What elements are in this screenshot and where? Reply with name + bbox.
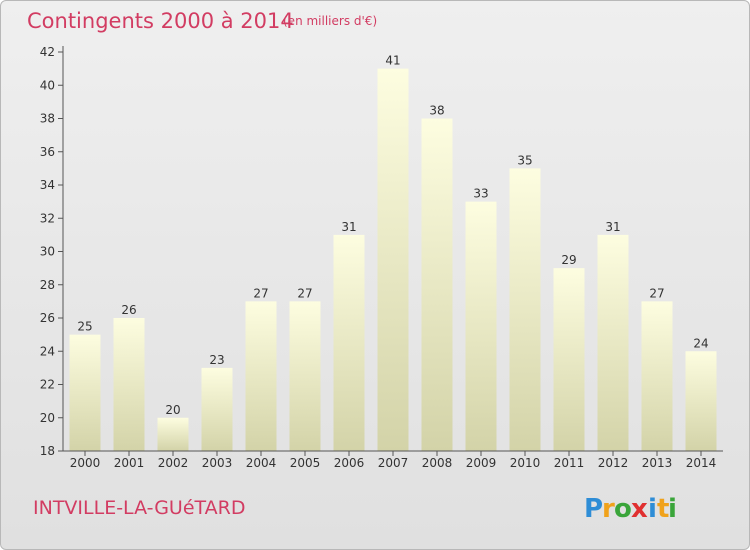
y-tick-label: 32 <box>40 211 55 225</box>
logo-letter: x <box>631 494 648 524</box>
x-axis: 2000 2001 2002 2003 2004 2005 2006 2007 2008 2009… <box>63 450 723 470</box>
bar-value-label: 20 <box>165 403 180 417</box>
x-tick-label: 2004 <box>246 456 277 470</box>
bar-2006 <box>333 234 365 451</box>
bar-value-label: 31 <box>605 220 620 234</box>
chart-title: Contingents 2000 à 2014 <box>27 9 294 33</box>
y-tick-label: 40 <box>40 78 55 92</box>
bar-value-label: 41 <box>385 54 400 68</box>
bar-2011 <box>553 268 585 451</box>
x-tick-label: 2010 <box>510 456 541 470</box>
bar-value-label: 23 <box>209 353 224 367</box>
x-tick-label: 2006 <box>334 456 365 470</box>
bar-2004 <box>245 301 277 451</box>
logo-letter: i <box>648 494 657 524</box>
bar-value-label: 26 <box>121 303 136 317</box>
x-tick-label: 2014 <box>686 456 717 470</box>
bar-value-label: 27 <box>297 286 312 300</box>
logo-letter: i <box>668 494 677 524</box>
y-tick-label: 26 <box>40 311 55 325</box>
y-axis: 18 20 22 24 26 28 30 32 34 36 38 40 42 <box>40 45 64 458</box>
bar-value-label: 27 <box>253 286 268 300</box>
bar-2003 <box>201 367 233 451</box>
bar-value-label: 29 <box>561 253 576 267</box>
bar-2007 <box>377 68 409 451</box>
y-tick-label: 22 <box>40 378 55 392</box>
x-tick-label: 2000 <box>70 456 101 470</box>
y-tick-label: 20 <box>40 411 55 425</box>
bar-2009 <box>465 201 497 451</box>
x-tick-label: 2013 <box>642 456 673 470</box>
proxiti-logo: Pr o x i ti <box>584 494 677 524</box>
bar-value-label: 27 <box>649 286 664 300</box>
bar-2002 <box>157 417 189 451</box>
bar-2001 <box>113 318 145 451</box>
chart-subtitle: (en milliers d'€) <box>283 14 377 28</box>
x-tick-label: 2011 <box>554 456 585 470</box>
bar-value-label: 24 <box>693 336 708 350</box>
y-tick-label: 28 <box>40 278 55 292</box>
bar-value-label: 25 <box>77 320 92 334</box>
y-tick-label: 42 <box>40 45 55 59</box>
bar-2012 <box>597 234 629 451</box>
x-tick-label: 2005 <box>290 456 321 470</box>
bar-value-label: 38 <box>429 104 444 118</box>
x-tick-label: 2003 <box>202 456 233 470</box>
x-tick-label: 2002 <box>158 456 189 470</box>
y-tick-label: 36 <box>40 145 55 159</box>
bars: 25 26 20 23 27 27 31 41 38 33 35 29 31 27 24 <box>69 54 717 451</box>
y-tick-label: 30 <box>40 245 55 259</box>
bar-value-label: 35 <box>517 153 532 167</box>
bar-2010 <box>509 168 541 451</box>
bar-2013 <box>641 301 673 451</box>
y-tick-label: 38 <box>40 112 55 126</box>
bar-value-label: 31 <box>341 220 356 234</box>
logo-letter: t <box>657 494 669 524</box>
bar-2014 <box>685 351 717 451</box>
bar-2005 <box>289 301 321 451</box>
y-tick-label: 18 <box>40 444 55 458</box>
y-tick-label: 24 <box>40 344 55 358</box>
y-tick-label: 34 <box>40 178 55 192</box>
place-name: INTVILLE-LA-GUéTARD <box>33 497 246 519</box>
logo-letter: P <box>584 494 603 524</box>
logo-letter: r <box>602 494 615 524</box>
logo-letter: o <box>614 494 632 524</box>
bar-2008 <box>421 118 453 451</box>
x-tick-label: 2007 <box>378 456 409 470</box>
x-tick-label: 2012 <box>598 456 629 470</box>
bar-2000 <box>69 334 101 451</box>
x-tick-label: 2001 <box>114 456 145 470</box>
x-tick-label: 2009 <box>466 456 497 470</box>
bar-value-label: 33 <box>473 187 488 201</box>
x-tick-label: 2008 <box>422 456 453 470</box>
